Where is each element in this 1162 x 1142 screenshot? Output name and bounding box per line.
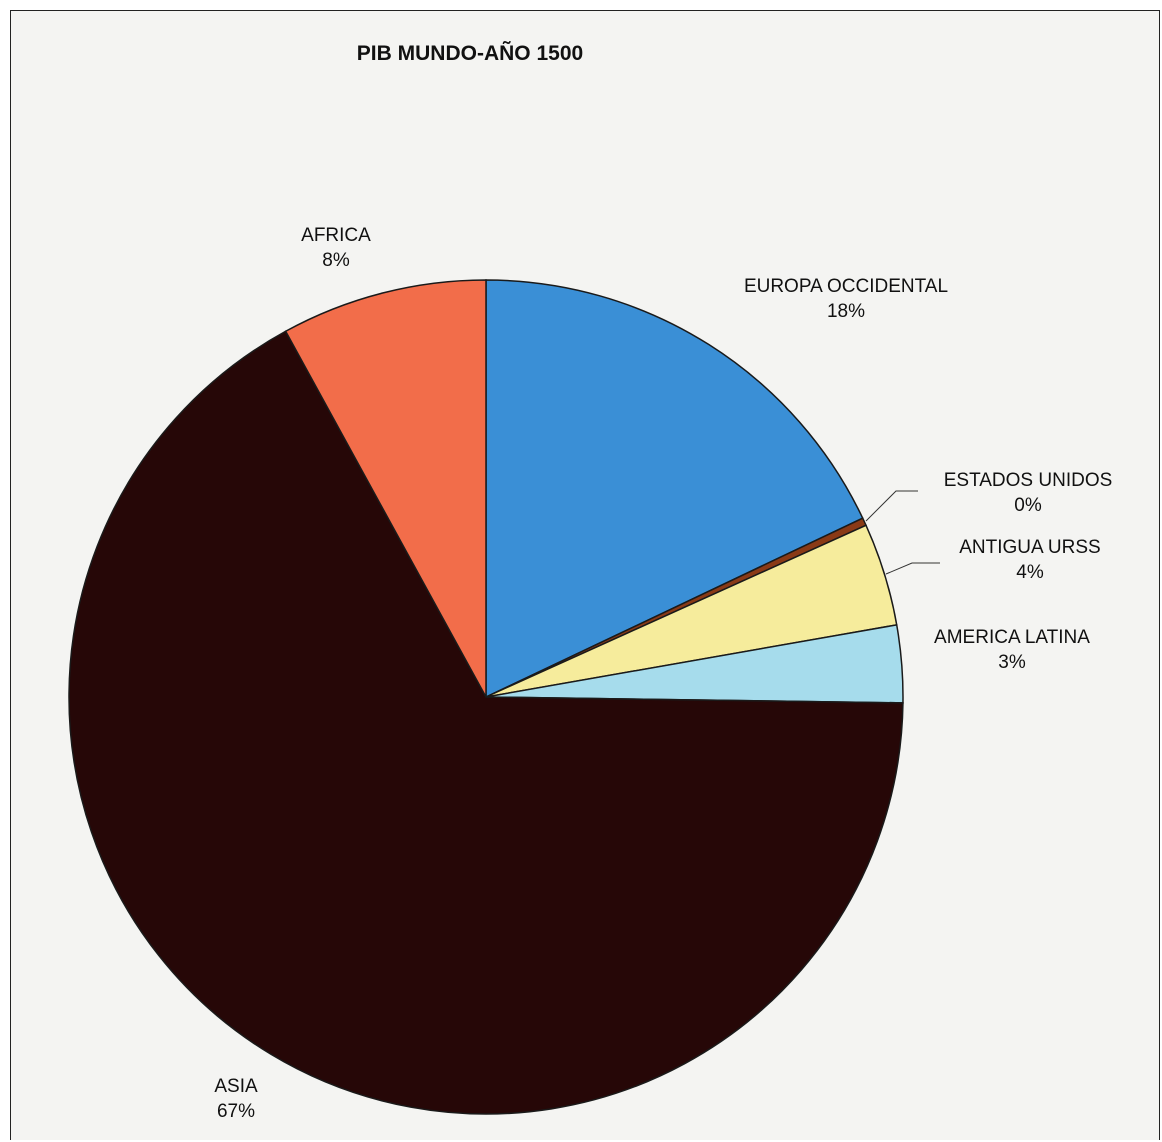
slice-label: AMERICA LATINA: [934, 627, 1090, 648]
slice-percent: 0%: [1014, 495, 1042, 516]
leader-line: [865, 490, 918, 522]
slice-percent: 3%: [998, 652, 1026, 673]
slice-label: AFRICA: [301, 225, 371, 246]
slice-label: ESTADOS UNIDOS: [944, 470, 1113, 491]
chart-title: PIB MUNDO-AÑO 1500: [357, 42, 583, 65]
slice-percent: 4%: [1016, 562, 1044, 583]
pie-slices: [68, 279, 904, 1115]
pie-slice-asia: [68, 330, 904, 1115]
slice-percent: 67%: [217, 1101, 255, 1122]
slice-label: EUROPA OCCIDENTAL: [744, 276, 948, 297]
pie-slice-europa-occidental: [485, 279, 864, 699]
leader-line: [885, 562, 940, 575]
slice-percent: 8%: [322, 250, 350, 271]
pie-slice-africa: [284, 279, 487, 698]
data-labels: EUROPA OCCIDENTAL 18% ESTADOS UNIDOS 0% ANTI…: [214, 225, 1112, 1122]
slice-label: ANTIGUA URSS: [959, 537, 1100, 558]
leader-lines: [865, 490, 940, 575]
slice-label: ASIA: [214, 1076, 258, 1097]
slice-percent: 18%: [827, 301, 865, 322]
